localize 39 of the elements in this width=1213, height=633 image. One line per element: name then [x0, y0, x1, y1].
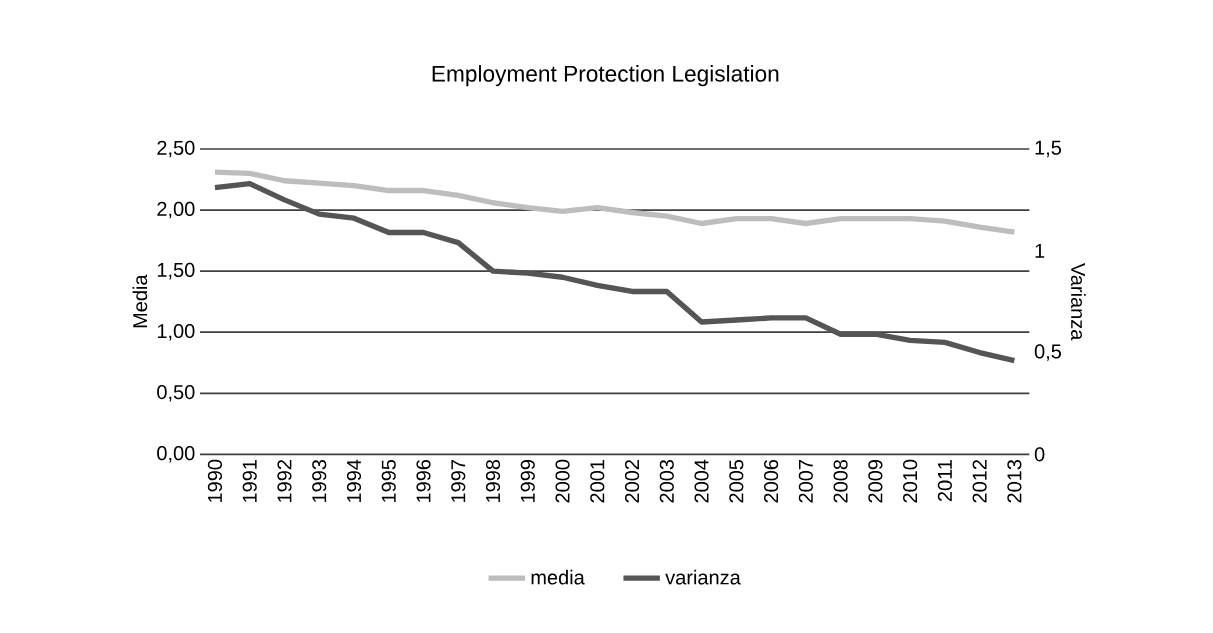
x-tick-label: 2004	[694, 459, 709, 503]
x-tick-label: 2007	[798, 460, 813, 503]
x-tick-label: 2002	[624, 460, 640, 503]
x-tick-label: 1993	[312, 459, 327, 503]
x-tick-label: 2009	[868, 460, 883, 503]
x-tick-label: 2003	[659, 459, 674, 503]
x-tick-label: 1990	[207, 459, 223, 503]
x-tick-label: 1994	[346, 459, 362, 503]
y-tick-label: 1,50	[157, 262, 195, 280]
x-tick-label: 2012	[972, 460, 987, 503]
y2-tick-label: 1	[1035, 243, 1045, 258]
y-tick-label: 0,00	[157, 446, 195, 463]
y-tick-label: 2,50	[157, 140, 195, 158]
chart-title: Employment Protection Legislation	[432, 65, 779, 87]
x-tick-label: 2000	[555, 459, 570, 503]
y-axis-title: Media	[132, 274, 148, 328]
y2-axis-title: Varianza	[1071, 263, 1086, 341]
x-tick-label: 1998	[485, 459, 501, 503]
x-tick-label: 2006	[764, 459, 779, 503]
x-tick-label: 2001	[590, 460, 605, 503]
x-tick-label: 2013	[1007, 459, 1022, 503]
y-tick-label: 0,50	[157, 385, 195, 402]
legend-label: media	[531, 569, 585, 585]
y-tick-label: 2,00	[157, 201, 195, 219]
x-tick-label: 2011	[937, 460, 952, 502]
x-tick-label: 1992	[277, 460, 292, 503]
legend-label: varianza	[665, 569, 741, 585]
x-tick-label: 1991	[242, 460, 257, 503]
y2-tick-label: 0	[1034, 447, 1045, 462]
x-tick-label: 1995	[381, 459, 396, 503]
x-tick-label: 1996	[416, 459, 431, 503]
y2-tick-label: 0,5	[1034, 344, 1062, 361]
x-tick-label: 2005	[729, 459, 744, 503]
y2-tick-label: 1,5	[1035, 140, 1062, 158]
x-tick-label: 1999	[520, 460, 535, 503]
x-tick-label: 1997	[451, 460, 466, 503]
x-tick-label: 2008	[833, 459, 848, 503]
y-tick-label: 1,00	[157, 323, 195, 341]
x-tick-label: 2010	[903, 459, 918, 503]
